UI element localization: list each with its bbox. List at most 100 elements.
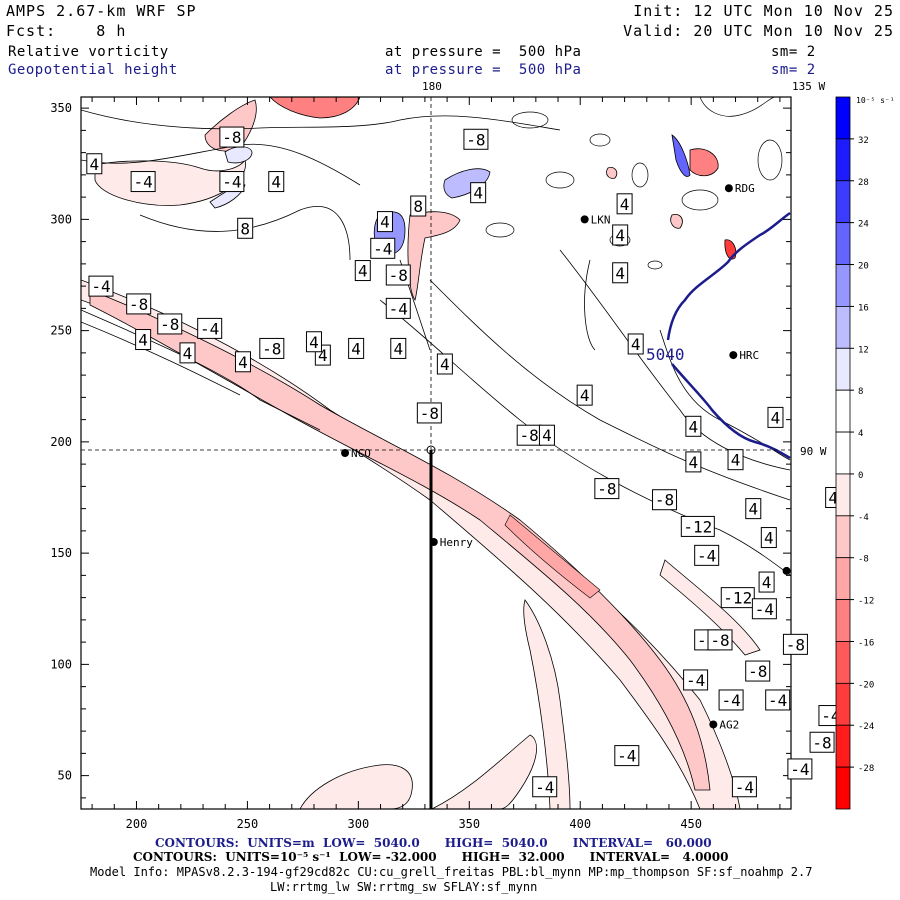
- svg-text:4: 4: [762, 573, 772, 592]
- vorticity-blob-neg8-n: [269, 97, 361, 119]
- contour-pos4-c: [379, 299, 791, 576]
- colorbar-swatch: [835, 138, 851, 182]
- svg-text:-12: -12: [683, 517, 712, 536]
- contour-label: -8: [157, 313, 183, 335]
- svg-text:4: 4: [542, 426, 552, 445]
- x-tick-label: 350: [458, 817, 480, 831]
- vorticity-blob-neg4-b: [431, 734, 537, 809]
- model-info: Model Info: MPASv8.2.3-194-gf29cd82c CU:…: [90, 865, 813, 879]
- svg-text:-4: -4: [768, 691, 787, 710]
- svg-text:8: 8: [240, 219, 250, 238]
- colorbar-swatch: [835, 306, 851, 349]
- contour-label: -8: [516, 424, 542, 446]
- station-marker[interactable]: RDG: [724, 182, 755, 195]
- svg-text:-4: -4: [686, 671, 705, 690]
- colorbar-level-label: 0: [858, 471, 863, 481]
- station-marker[interactable]: Henry: [429, 536, 473, 549]
- contour-label: -8: [594, 478, 620, 500]
- station-marker[interactable]: NCO: [341, 447, 371, 460]
- station-label: HRC: [739, 349, 759, 362]
- station-dot-icon: [709, 720, 718, 729]
- svg-text:-8: -8: [812, 733, 831, 752]
- lon-label-180: 180: [422, 80, 442, 93]
- colorbar-swatch: [835, 724, 851, 768]
- colorbar-swatch: [835, 222, 851, 265]
- svg-text:4: 4: [238, 353, 248, 372]
- colorbar-swatch: [835, 599, 851, 642]
- contour-label: -4: [532, 776, 558, 798]
- svg-text:-4: -4: [735, 778, 754, 797]
- svg-text:-8: -8: [597, 480, 616, 499]
- height-contour-info: CONTOURS: UNITS=m LOW= 5040.0 HIGH= 5040…: [155, 836, 712, 850]
- contour-label: -8: [259, 337, 285, 359]
- geopotential-contour-5040: [666, 211, 791, 341]
- station-dot-icon: [724, 184, 733, 193]
- contour-label: -4: [370, 237, 396, 259]
- station-label: NCO: [351, 447, 371, 460]
- station-dot-icon: [580, 215, 589, 224]
- contour-label: -4: [130, 171, 156, 193]
- x-tick-label: 200: [126, 817, 148, 831]
- svg-text:4: 4: [473, 184, 483, 203]
- svg-text:-4: -4: [222, 173, 241, 192]
- contour-label: 4: [538, 424, 555, 446]
- contour-label: 4: [627, 333, 644, 355]
- colorbar-level-label: -20: [858, 680, 874, 690]
- svg-text:-8: -8: [520, 426, 539, 445]
- contour-label: 4: [612, 262, 629, 284]
- station-marker[interactable]: AG2: [709, 718, 739, 731]
- svg-text:-8: -8: [786, 635, 805, 654]
- contour-label: -8: [416, 402, 442, 424]
- contour-label: 4: [685, 415, 702, 437]
- init-time: Init: 12 UTC Mon 10 Nov 25: [633, 2, 894, 20]
- colorbar-level-label: -12: [858, 597, 874, 607]
- contour-label: 4: [179, 342, 196, 364]
- model-info-physics: LW:rrtmg_lw SW:rrtmg_sw SFLAY:sf_mynn: [270, 880, 538, 894]
- svg-text:-4: -4: [755, 600, 774, 619]
- contour-label: 4: [767, 406, 784, 428]
- svg-text:-4: -4: [790, 760, 809, 779]
- contour-label: -8: [745, 660, 771, 682]
- svg-text:-12: -12: [723, 589, 752, 608]
- contour-label: 8: [237, 217, 254, 239]
- colorbar-swatch: [835, 515, 851, 559]
- colorbar-swatch: [835, 180, 851, 224]
- station-label: RDG: [735, 182, 755, 195]
- x-tick-label: 400: [569, 817, 591, 831]
- contour-label: -4: [694, 544, 720, 566]
- colorbar-swatch: [835, 473, 851, 517]
- station-marker[interactable]: HRC: [729, 349, 759, 362]
- contour-label: 4: [436, 353, 453, 375]
- y-tick-label: 150: [50, 546, 72, 560]
- contour-label: 4: [727, 449, 744, 471]
- svg-text:4: 4: [771, 408, 781, 427]
- geopotential-contour-5040-lower: [671, 363, 791, 460]
- contour-label: -4: [718, 689, 744, 711]
- svg-text:4: 4: [89, 155, 99, 174]
- station-marker[interactable]: [782, 566, 791, 575]
- colorbar-level-label: -16: [858, 638, 874, 648]
- contour-label: -12: [680, 515, 715, 537]
- contour-label: -4: [787, 758, 813, 780]
- svg-text:4: 4: [183, 344, 193, 363]
- field2-name: Geopotential height: [8, 62, 178, 78]
- colorbar-level-label: -8: [858, 555, 869, 565]
- colorbar-swatch: [835, 347, 851, 391]
- colorbar-swatch: [835, 431, 851, 475]
- x-tick-label: 450: [680, 817, 702, 831]
- svg-text:-8: -8: [710, 631, 729, 650]
- svg-text:-8: -8: [655, 491, 674, 510]
- contour-label: -4: [683, 669, 709, 691]
- station-marker[interactable]: LKN: [580, 213, 611, 226]
- contour-label: -8: [652, 489, 678, 511]
- svg-text:4: 4: [620, 195, 630, 214]
- colorbar-level-label: 20: [858, 262, 869, 272]
- contour-label: -8: [219, 126, 245, 148]
- svg-text:-8: -8: [389, 266, 408, 285]
- contour-label: 4: [305, 331, 322, 353]
- contour-label: 4: [745, 498, 762, 520]
- contour-label: -4: [751, 598, 777, 620]
- svg-text:-8: -8: [466, 130, 485, 149]
- field1-name: Relative vorticity: [8, 44, 169, 60]
